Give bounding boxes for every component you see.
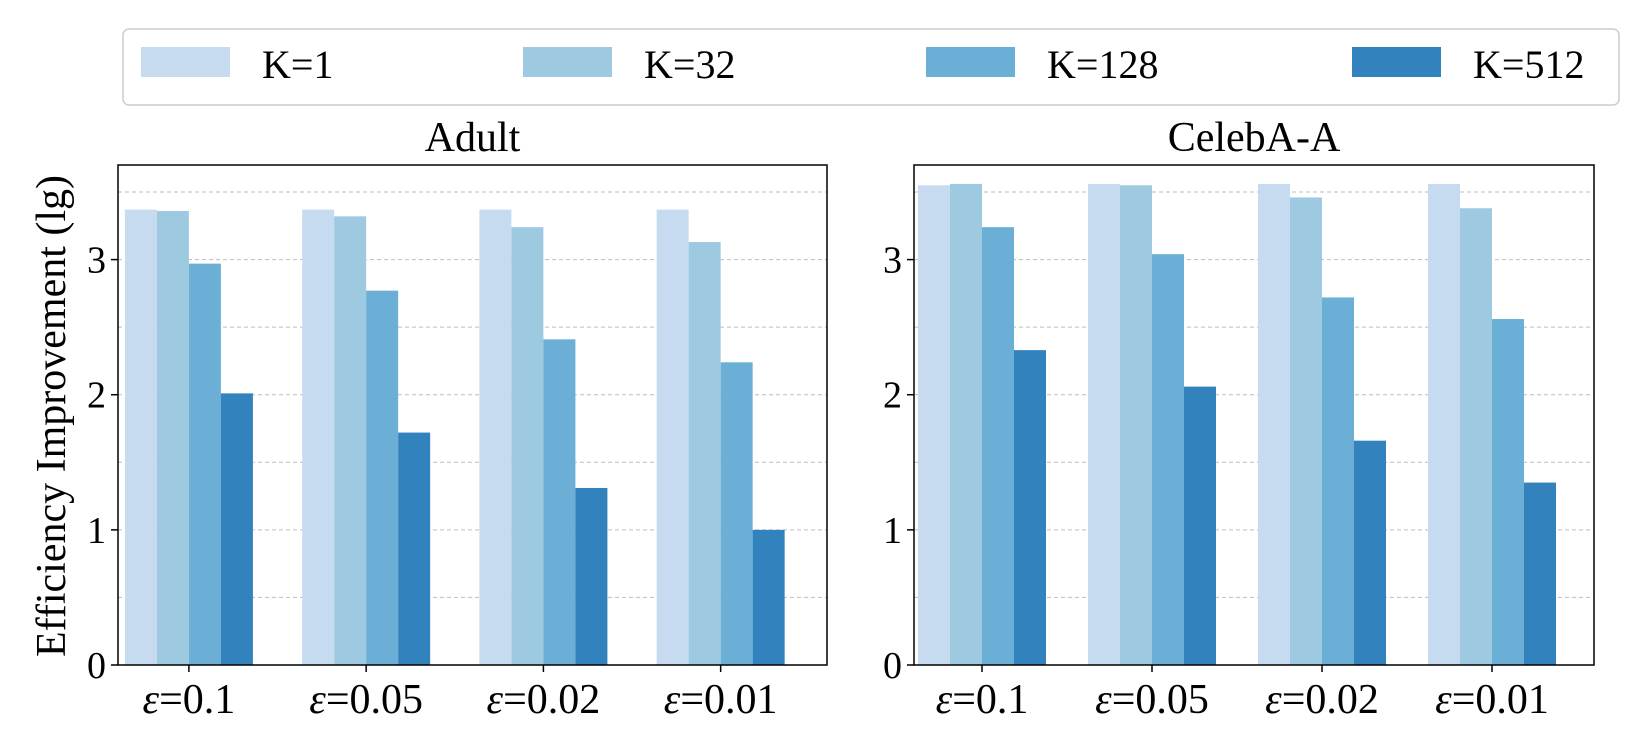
adult-bar-k-32-group-3 — [511, 227, 544, 665]
adult-xtick-epsilon: ε — [664, 677, 681, 723]
celeba-a-xtick-epsilon: ε — [1435, 677, 1452, 723]
adult-title: Adult — [425, 115, 521, 161]
celeba-a-bar-k-32-group-3 — [1290, 197, 1322, 665]
adult-bar-k-128-group-3 — [543, 339, 576, 665]
celeba-a-axes-frame — [913, 164, 1595, 666]
adult-bar-k-512-group-2 — [398, 432, 431, 665]
adult-bar-k-512-group-1 — [220, 393, 253, 665]
celeba-a-bar-k-128-group-2 — [1152, 254, 1184, 665]
legend: K=1 K=32 K=128 K=512 — [122, 28, 1620, 106]
celeba-a-xtick-value: =0.02 — [1282, 677, 1379, 723]
adult-bar-k-1-group-3 — [479, 209, 512, 665]
celeba-a-ytick-label: 0 — [883, 645, 902, 687]
y-axis-label: Efficiency Improvement (lg) — [29, 175, 75, 657]
celeba-a-xtick-value: =0.01 — [1452, 677, 1549, 723]
adult-ytick-label: 0 — [87, 645, 106, 687]
adult-axes-frame — [117, 164, 828, 666]
celeba-a-bar-k-1-group-4 — [1428, 183, 1460, 665]
adult-bar-k-1-group-4 — [656, 209, 689, 665]
adult-xtick-epsilon: ε — [487, 677, 504, 723]
celeba-a-xtick-epsilon: ε — [1265, 677, 1282, 723]
celeba-a-bar-k-512-group-4 — [1524, 482, 1556, 665]
adult-bar-k-32-group-4 — [688, 242, 721, 665]
adult-xtick-label-4: ε=0.01 — [664, 677, 778, 723]
celeba-a-xtick-label-2: ε=0.05 — [1095, 677, 1209, 723]
celeba-a-ytick-label: 2 — [883, 375, 902, 417]
adult-xtick-value: =0.1 — [159, 677, 235, 723]
adult-xtick-value: =0.05 — [326, 677, 423, 723]
celeba-a-bar-k-1-group-2 — [1088, 183, 1120, 665]
celeba-a-xtick-value: =0.05 — [1112, 677, 1209, 723]
adult-ytick-label: 2 — [87, 375, 106, 417]
adult-bar-k-128-group-2 — [366, 290, 399, 665]
adult-xtick-value: =0.01 — [680, 677, 777, 723]
celeba-a-xtick-label-3: ε=0.02 — [1265, 677, 1379, 723]
adult-xtick-epsilon: ε — [309, 677, 326, 723]
legend-swatch-k32 — [523, 47, 612, 77]
legend-label-k512: K=512 — [1473, 42, 1584, 87]
celeba-a-ytick-label: 1 — [883, 510, 902, 552]
celeba-a-bar-k-128-group-1 — [982, 227, 1014, 665]
celeba-a-xtick-label-4: ε=0.01 — [1435, 677, 1549, 723]
celeba-a-bar-k-32-group-4 — [1460, 208, 1492, 666]
legend-label-k32: K=32 — [644, 42, 735, 87]
celeba-a-bar-k-1-group-3 — [1258, 183, 1290, 665]
legend-swatch-k1 — [141, 47, 230, 77]
celeba-a-title: CelebA-A — [1168, 115, 1341, 161]
adult-bar-k-128-group-1 — [188, 263, 221, 665]
adult-xtick-label-1: ε=0.1 — [143, 677, 236, 723]
adult-bar-k-512-group-3 — [575, 487, 608, 665]
celeba-a-bar-k-32-group-1 — [950, 183, 982, 665]
legend-swatch-k512 — [1352, 47, 1441, 77]
celeba-a-xtick-epsilon: ε — [1095, 677, 1112, 723]
adult-bar-k-1-group-1 — [124, 209, 157, 665]
adult-ytick-label: 1 — [87, 510, 106, 552]
adult-xtick-value: =0.02 — [503, 677, 600, 723]
legend-swatch-k128 — [926, 47, 1015, 77]
adult-ytick-label: 3 — [87, 240, 106, 282]
celeba-a-ytick-label: 3 — [883, 240, 902, 282]
celeba-a-bar-k-512-group-2 — [1184, 386, 1216, 665]
adult-bar-k-32-group-2 — [334, 216, 367, 665]
legend-label-k1: K=1 — [262, 42, 333, 87]
adult-bar-k-128-group-4 — [720, 362, 753, 665]
adult-bar-k-1-group-2 — [302, 209, 335, 665]
celeba-a-bar-k-128-group-3 — [1322, 297, 1354, 665]
celeba-a-xtick-label-1: ε=0.1 — [936, 677, 1029, 723]
celeba-a-bar-k-1-group-1 — [918, 185, 950, 665]
adult-xtick-epsilon: ε — [143, 677, 160, 723]
adult-bar-k-32-group-1 — [156, 210, 189, 665]
celeba-a-xtick-value: =0.1 — [952, 677, 1028, 723]
celeba-a-bar-k-128-group-4 — [1492, 319, 1524, 665]
legend-label-k128: K=128 — [1047, 42, 1158, 87]
adult-bar-k-512-group-4 — [752, 529, 785, 665]
adult-xtick-label-2: ε=0.05 — [309, 677, 423, 723]
celeba-a-bar-k-512-group-3 — [1354, 440, 1386, 665]
celeba-a-bar-k-512-group-1 — [1014, 350, 1046, 665]
legend-frame — [122, 28, 1620, 106]
adult-xtick-label-3: ε=0.02 — [487, 677, 601, 723]
celeba-a-bar-k-32-group-2 — [1120, 185, 1152, 665]
celeba-a-xtick-epsilon: ε — [936, 677, 953, 723]
